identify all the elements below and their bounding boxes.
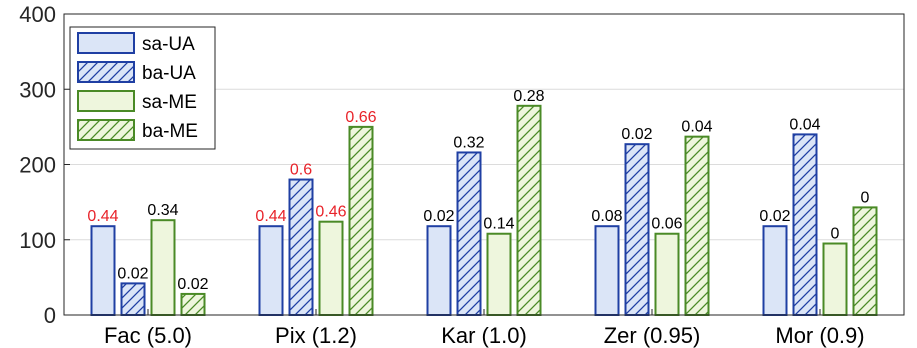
bar-sa-ME-3 <box>654 232 680 316</box>
bar-ba-UA-0 <box>120 282 146 316</box>
data-label: 0.32 <box>453 134 484 151</box>
legend-label: ba-ME <box>142 121 198 142</box>
data-label: 0.28 <box>513 88 544 105</box>
data-label: 0.08 <box>591 208 622 225</box>
data-label: 0.04 <box>789 116 820 133</box>
legend-label: ba-UA <box>142 63 196 84</box>
bar-ba-UA-1 <box>288 178 314 316</box>
data-label: 0.02 <box>177 276 208 293</box>
legend: sa-UA ba-UA sa-ME ba-ME <box>69 26 216 150</box>
x-tick-label: Pix (1.2) <box>275 323 357 348</box>
data-label: 0.34 <box>147 202 178 219</box>
legend-label: sa-UA <box>142 34 195 55</box>
data-label: 0.44 <box>87 208 118 225</box>
legend-swatch-ba-UA <box>77 61 135 83</box>
y-axis: 0 100 200 300 400 <box>19 2 70 328</box>
data-label: 0.04 <box>681 119 712 136</box>
data-label: 0.02 <box>423 208 454 225</box>
bar-sa-ME-0 <box>150 219 176 316</box>
bar-sa-ME-1 <box>318 220 344 316</box>
y-tick-label: 200 <box>19 153 56 178</box>
data-label: 0.46 <box>315 204 346 221</box>
bar-sa-ME-2 <box>486 232 512 316</box>
bar-sa-ME-4 <box>822 242 848 316</box>
y-tick-label: 400 <box>19 2 56 27</box>
legend-swatch-ba-ME <box>77 119 135 141</box>
bar-ba-UA-2 <box>456 151 482 316</box>
data-label: 0.44 <box>255 208 286 225</box>
legend-label: sa-ME <box>142 92 197 113</box>
bar-sa-UA-3 <box>594 225 620 316</box>
data-label: 0.02 <box>117 265 148 282</box>
bar-ba-ME-4 <box>852 206 878 316</box>
bar-sa-UA-4 <box>762 225 788 316</box>
bar-sa-UA-1 <box>258 225 284 316</box>
bar-sa-UA-2 <box>426 225 452 316</box>
y-tick-label: 0 <box>44 303 56 328</box>
bar-ba-ME-1 <box>348 125 374 316</box>
bar-ba-UA-3 <box>624 143 650 316</box>
y-tick-label: 100 <box>19 228 56 253</box>
bar-ba-UA-4 <box>792 133 818 316</box>
bar-ba-ME-3 <box>684 135 710 316</box>
data-label: 0.14 <box>483 216 514 233</box>
x-axis: Fac (5.0) Pix (1.2) Kar (1.0) Zer (0.95) Mor… <box>104 309 865 348</box>
data-label: 0.06 <box>651 216 682 233</box>
x-tick-label: Fac (5.0) <box>104 323 192 348</box>
y-tick-label: 300 <box>19 77 56 102</box>
bar-sa-UA-0 <box>90 225 116 316</box>
x-tick-label: Mor (0.9) <box>775 323 864 348</box>
x-tick-label: Zer (0.95) <box>604 323 701 348</box>
data-labels: 0.44 0.02 0.34 0.02 0.44 0.6 0.46 0.66 0.02 0.32 0… <box>87 88 869 293</box>
bar-ba-ME-0 <box>180 292 206 316</box>
legend-swatch-sa-UA <box>77 32 135 54</box>
bar-ba-ME-2 <box>516 104 542 317</box>
data-label: 0.6 <box>290 162 312 179</box>
x-tick-label: Kar (1.0) <box>441 323 527 348</box>
data-label: 0.02 <box>621 126 652 143</box>
legend-swatch-sa-ME <box>77 90 135 112</box>
bars <box>90 104 878 317</box>
data-label: 0.66 <box>345 109 376 126</box>
data-label: 0 <box>831 226 840 243</box>
data-label: 0.02 <box>759 208 790 225</box>
plot-frame <box>63 13 905 316</box>
data-label: 0 <box>861 189 870 206</box>
